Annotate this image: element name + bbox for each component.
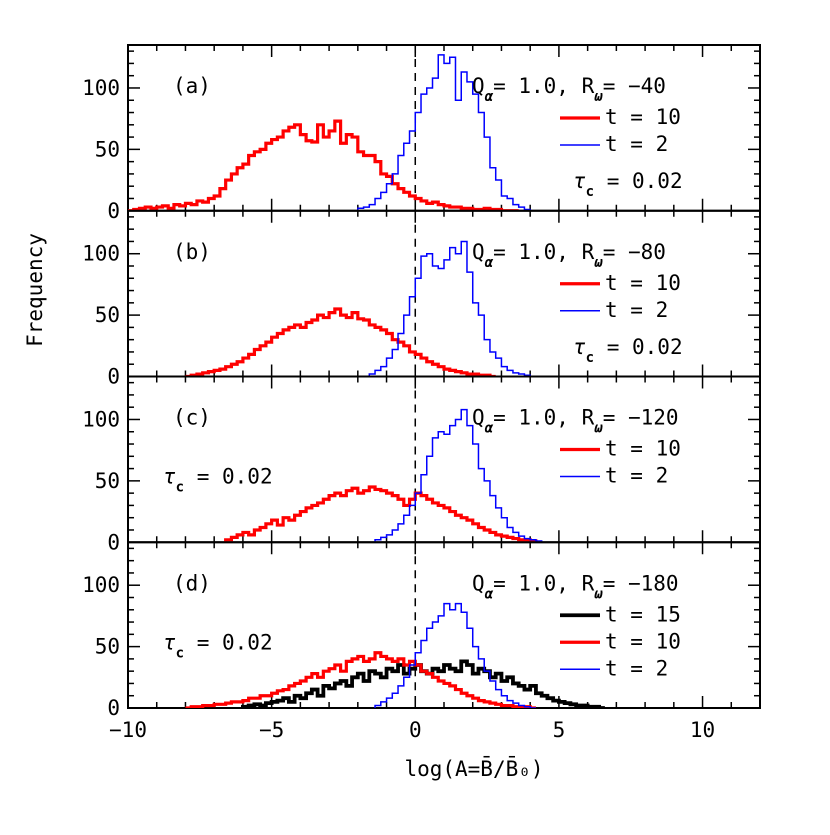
y-tick-label: 0 (107, 696, 120, 720)
legend-label: t = 10 (605, 629, 681, 653)
legend-label: t = 10 (605, 271, 681, 295)
y-tick-label: 0 (107, 530, 120, 554)
legend-label: t = 10 (605, 105, 681, 129)
x-tick-label: 0 (409, 718, 422, 742)
y-tick-label: 50 (95, 469, 120, 493)
x-tick-label: 10 (690, 718, 715, 742)
histogram-series-t10 (224, 485, 542, 543)
legend-label: t = 10 (605, 437, 681, 461)
x-axis-label-text: log(A=B̄/B̄₀) (404, 756, 543, 781)
histogram-series-t2 (374, 408, 548, 543)
legend-label: t = 15 (605, 602, 681, 626)
x-tick-label: −10 (109, 718, 147, 742)
tau-annotation: τc = 0.02 (573, 335, 683, 366)
x-axis-label: log(A=B̄/B̄₀) (404, 756, 543, 781)
histogram-series-t10 (185, 651, 536, 708)
y-tick-label: 100 (82, 573, 120, 597)
panel-label: (a) (173, 74, 211, 98)
tau-annotation: τc = 0.02 (163, 630, 273, 661)
legend-label: t = 2 (605, 464, 668, 488)
y-tick-label: 100 (82, 76, 120, 100)
params-annotation: Qα= 1.0, Rω= −120 (472, 406, 679, 437)
histogram-series-t2 (368, 240, 536, 377)
params-annotation: Qα= 1.0, Rω= −180 (472, 571, 679, 602)
params-annotation: Qα= 1.0, Rω= −80 (472, 240, 666, 271)
y-axis-label: Frequency (23, 233, 47, 347)
y-tick-label: 100 (82, 407, 120, 431)
histogram-series-t10 (185, 307, 496, 377)
y-tick-label: 0 (107, 199, 120, 223)
tau-annotation: τc = 0.02 (573, 169, 683, 200)
y-tick-label: 50 (95, 303, 120, 327)
x-axis: −10 −5 0 5 10 (109, 718, 715, 742)
histogram-series-t2 (357, 54, 536, 211)
y-tick-label: 100 (82, 242, 120, 266)
legend-label: t = 2 (605, 656, 668, 680)
histogram-series-t2 (374, 602, 536, 708)
tau-annotation: τc = 0.02 (163, 465, 273, 496)
y-tick-label: 50 (95, 635, 120, 659)
panel-a: 0 50 100 (a) Qα= 1.0, Rω= −40t = 10 t = 2 τc =… (82, 44, 761, 223)
histogram-series-t10 (128, 119, 519, 211)
panel-label: (d) (173, 571, 211, 595)
panel-label: (c) (173, 406, 211, 430)
y-tick-label: 50 (95, 137, 120, 161)
params-annotation: Qα= 1.0, Rω= −40 (472, 74, 666, 105)
x-tick-label: 5 (553, 718, 566, 742)
y-tick-label: 0 (107, 365, 120, 389)
panel-label: (b) (173, 240, 211, 264)
legend-label: t = 2 (605, 298, 668, 322)
panel-b: 0 50 100 (b) Qα= 1.0, Rω= −80t = 10 t = 2 τc =… (82, 209, 761, 389)
legend-label: t = 2 (605, 132, 668, 156)
x-tick-label: −5 (259, 718, 284, 742)
